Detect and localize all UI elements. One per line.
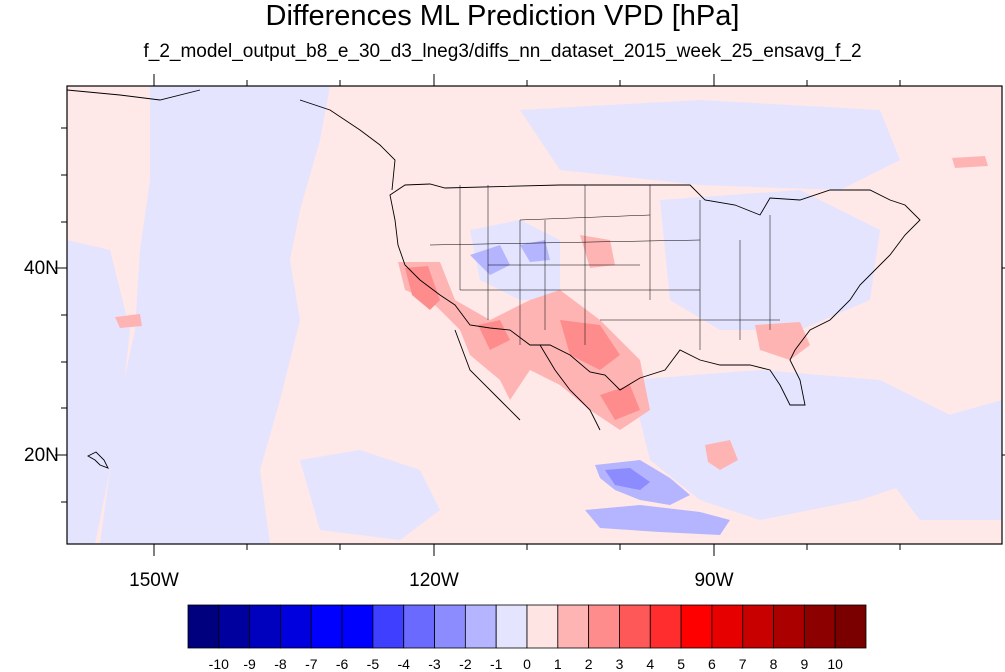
colorbar-swatch	[803, 604, 836, 649]
colorbar-swatch	[403, 604, 435, 649]
red-core	[405, 266, 640, 420]
negative-regions	[67, 86, 1002, 544]
colorbar-tick-label: 0	[523, 656, 531, 672]
colorbar-tick-label: -3	[428, 656, 441, 672]
lon-label-90w: 90W	[694, 570, 734, 591]
colorbar-swatch	[834, 604, 867, 649]
colorbar-swatch	[680, 604, 713, 649]
colorbar-tick-label: 1	[553, 656, 562, 672]
figure-subtitle: f_2_model_output_b8_e_30_d3_lneg3/diffs_…	[143, 41, 862, 62]
colorbar-swatch	[495, 604, 528, 649]
colorbar-swatch	[557, 604, 590, 649]
colorbar-swatch	[372, 604, 405, 649]
figure-title: Differences ML Prediction VPD [hPa]	[265, 0, 740, 32]
colorbar-tick-label: 7	[738, 656, 747, 672]
colorbar-swatch	[619, 604, 651, 649]
colorbar-swatch	[588, 604, 620, 649]
lon-label-150w: 150W	[129, 570, 179, 591]
colorbar-swatch	[711, 604, 744, 649]
colorbar-tick-label: -6	[335, 656, 349, 672]
colorbar-tick-label: 5	[677, 656, 685, 672]
lat-label-40n: 40N	[24, 258, 59, 279]
colorbar-tick-label: -7	[305, 656, 318, 672]
colorbar-swatch	[434, 604, 466, 649]
colorbar-swatch	[526, 604, 559, 649]
colorbar-tick-label: 4	[646, 656, 655, 672]
colorbar-tick-label: -2	[459, 656, 472, 672]
lon-label-120w: 120W	[409, 570, 459, 591]
colorbar-swatch	[249, 604, 281, 649]
colorbar-tick-label: -5	[366, 656, 380, 672]
lat-label-20n: 20N	[24, 445, 59, 466]
colorbar-tick-label: 8	[769, 656, 778, 672]
colorbar-tick-label: 9	[800, 656, 809, 672]
lon-ticks	[153, 74, 901, 556]
colorbar-swatch	[464, 604, 497, 649]
colorbar-tick-label: -1	[489, 656, 503, 672]
colorbar-tick-label: -10	[208, 656, 229, 672]
colorbar-swatch	[341, 604, 374, 649]
colorbar-tick-label: 3	[615, 656, 624, 672]
colorbar-swatch	[187, 604, 220, 649]
blue-core	[605, 468, 650, 490]
lat-ticks	[55, 127, 1005, 503]
colorbar-tick-label: 6	[707, 656, 716, 672]
positive-regions	[115, 156, 988, 470]
colorbar-tick-label: 10	[827, 656, 843, 672]
colorbar-swatch	[773, 604, 805, 649]
colorbar-tick-label: -8	[274, 656, 287, 672]
coastlines	[67, 89, 921, 469]
colorbar-tick-label: 2	[584, 656, 593, 672]
colorbar-swatch	[649, 604, 682, 649]
colorbar-tick-label: -9	[243, 656, 256, 672]
colorbar-swatch	[310, 604, 343, 649]
state-borders	[429, 185, 780, 350]
colorbar-swatch	[742, 604, 774, 649]
colorbar-tick-label: -4	[397, 656, 410, 672]
colorbar-swatch	[218, 604, 251, 649]
colorbar-swatch	[280, 604, 312, 649]
colorbar	[187, 604, 867, 649]
